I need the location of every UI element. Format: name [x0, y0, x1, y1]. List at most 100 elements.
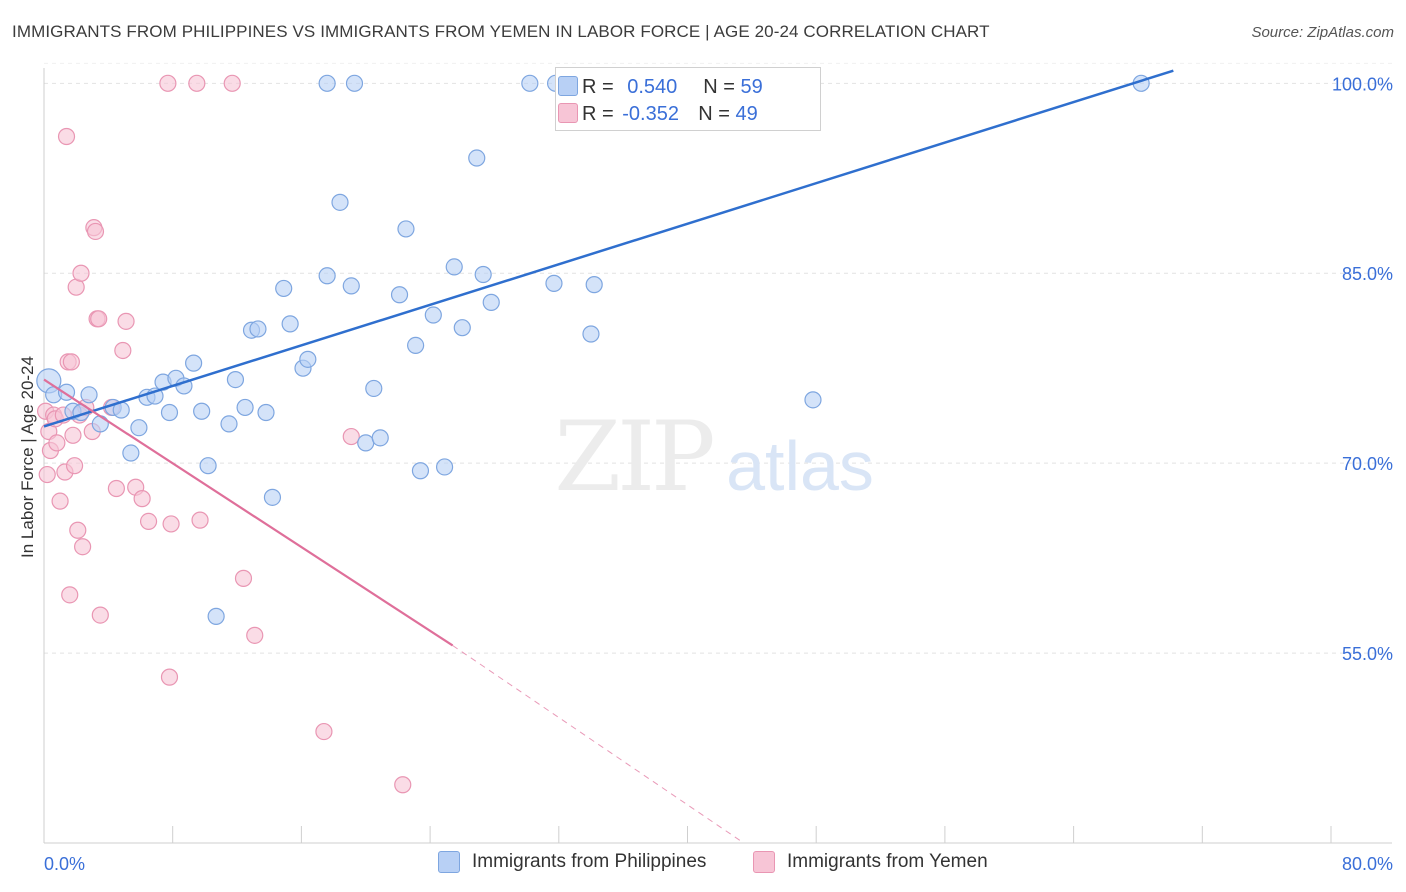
legend-swatch-philippines [558, 76, 578, 96]
data-point-yemen [69, 521, 87, 539]
series-legend: Immigrants from Philippines Immigrants f… [0, 851, 1406, 877]
legend-marker-philippines [438, 851, 460, 873]
data-point-philippines [474, 265, 492, 284]
y-tick-label: 70.0% [1342, 454, 1393, 474]
data-point-yemen [160, 668, 179, 686]
grid-lines [44, 62, 1392, 654]
data-point-philippines [357, 434, 375, 452]
trendline-yemen-extension [452, 645, 745, 844]
data-point-philippines [207, 607, 225, 625]
data-point-philippines [318, 267, 336, 285]
legend-n-value-philippines: 59 [740, 75, 763, 98]
legend-item-yemen[interactable]: Immigrants from Yemen [753, 851, 988, 873]
data-point-yemen [159, 74, 177, 92]
data-point-philippines [424, 306, 442, 324]
data-point-yemen [38, 465, 56, 484]
data-point-philippines [91, 415, 109, 433]
x-tick-label-min: 0.0% [44, 854, 85, 874]
data-point-yemen [107, 479, 125, 498]
data-point-philippines [445, 258, 463, 276]
y-tick-label: 85.0% [1342, 264, 1393, 284]
data-point-philippines [160, 403, 179, 422]
legend-r-value-philippines: 0.540 [627, 75, 678, 98]
legend-row-philippines: R = 0.540 N = 59 [558, 75, 763, 99]
axes [43, 68, 1392, 844]
data-point-yemen [133, 490, 151, 508]
data-point-yemen [91, 606, 109, 624]
data-point-yemen [117, 312, 135, 330]
y-tick-label: 55.0% [1342, 644, 1393, 664]
data-point-yemen [234, 569, 253, 587]
legend-n-label: N = [698, 102, 730, 125]
legend-n-label: N = [703, 75, 735, 98]
data-point-yemen [57, 127, 76, 146]
data-point-philippines [249, 320, 267, 338]
data-point-yemen [51, 492, 69, 510]
watermark-zip: ZIP [554, 401, 713, 513]
data-point-yemen [114, 341, 132, 360]
legend-label-philippines: Immigrants from Philippines [472, 851, 707, 872]
data-point-yemen [139, 512, 158, 531]
watermark-atlas: atlas [726, 427, 874, 505]
data-point-philippines [318, 74, 336, 92]
data-point-philippines [407, 336, 425, 355]
stats-legend: R = 0.540 N = 59 R = -0.352 N = 49 [555, 67, 821, 131]
data-point-philippines [263, 488, 282, 506]
tick-labels: 55.0% 70.0% 85.0% 100.0% 0.0% 80.0% [44, 74, 1393, 874]
data-point-philippines [185, 354, 203, 372]
data-point-philippines [130, 419, 148, 437]
trendline-philippines [43, 69, 1174, 428]
data-point-philippines [345, 74, 364, 92]
data-point-yemen [64, 426, 82, 444]
data-point-yemen [223, 74, 241, 92]
legend-item-philippines[interactable]: Immigrants from Philippines [438, 851, 706, 873]
legend-label-yemen: Immigrants from Yemen [787, 851, 988, 872]
data-point-philippines [468, 149, 486, 167]
data-point-yemen [86, 222, 105, 241]
data-point-yemen [65, 457, 84, 475]
x-tick-label-max: 80.0% [1342, 854, 1393, 874]
data-point-philippines [342, 277, 360, 295]
data-point-philippines [193, 402, 211, 420]
data-point-philippines [236, 398, 254, 417]
data-point-philippines [80, 386, 98, 404]
data-point-yemen [61, 586, 79, 604]
data-point-philippines [275, 279, 293, 298]
data-point-philippines [365, 379, 383, 398]
data-point-yemen [74, 538, 92, 556]
watermark: ZIP atlas [554, 401, 874, 513]
data-point-philippines [545, 274, 563, 292]
data-point-yemen [246, 626, 264, 644]
data-point-philippines [371, 429, 389, 447]
philippines-points [36, 74, 1150, 625]
data-point-yemen [188, 74, 206, 92]
data-point-yemen [48, 434, 66, 452]
data-point-yemen [72, 264, 90, 282]
data-point-philippines [582, 325, 600, 343]
data-point-philippines [390, 286, 409, 304]
data-point-philippines [257, 403, 275, 422]
data-point-philippines [199, 457, 217, 475]
data-point-philippines [220, 415, 238, 433]
legend-n-value-yemen: 49 [735, 102, 758, 125]
data-point-philippines [281, 315, 299, 333]
chart-title: IMMIGRANTS FROM PHILIPPINES VS IMMIGRANT… [12, 22, 990, 41]
data-point-philippines [521, 74, 539, 92]
data-point-philippines [331, 193, 349, 211]
data-point-yemen [342, 427, 360, 446]
data-point-yemen [394, 776, 412, 794]
data-point-philippines [482, 293, 500, 311]
y-tick-label: 100.0% [1332, 74, 1393, 94]
data-point-philippines [804, 391, 822, 409]
legend-swatch-yemen [558, 103, 578, 123]
legend-row-yemen: R = -0.352 N = 49 [558, 102, 758, 126]
legend-marker-yemen [753, 851, 775, 873]
data-point-philippines [411, 462, 430, 480]
yemen-points [37, 74, 412, 794]
data-point-yemen [62, 353, 80, 371]
trendline-yemen [43, 378, 454, 647]
legend-r-label: R = [582, 75, 614, 98]
data-point-yemen [315, 722, 333, 741]
data-point-philippines [122, 444, 140, 462]
